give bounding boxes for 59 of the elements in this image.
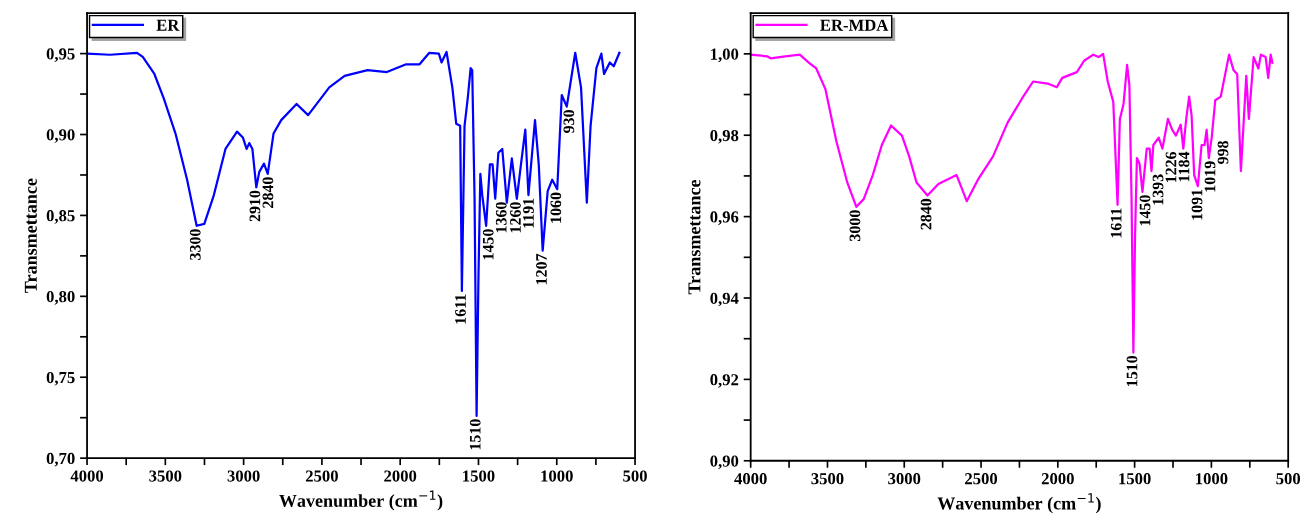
annotation: 3000: [849, 210, 861, 241]
line-series: [87, 50, 621, 418]
x-tick-label: 3500: [149, 470, 182, 482]
x-tick-label: 1000: [541, 470, 573, 482]
annotation: 998: [1217, 140, 1229, 164]
annotation: 1611: [455, 294, 466, 324]
y-tick-label: 1,00: [711, 48, 739, 63]
x-tick-label: 1500: [1119, 473, 1151, 485]
y-tick-label: 0,95: [46, 48, 75, 62]
legend-label: ER: [156, 19, 180, 31]
annotation: 1191: [523, 198, 534, 228]
annotation: 3300: [189, 229, 201, 260]
x-tick-label: 500: [1276, 473, 1301, 485]
x-tick-label: 2000: [1041, 473, 1074, 485]
annotation: 1450: [482, 229, 494, 260]
annotation: 2910: [249, 190, 261, 222]
y-tick-label: 0,96: [710, 211, 739, 225]
y-axis-title: Transmettance: [24, 178, 37, 293]
y-tick-label: 0,98: [710, 129, 739, 144]
x-tick-label: 2500: [965, 473, 998, 485]
y-tick-label: 0,90: [710, 455, 739, 470]
annotation: 1184: [1178, 151, 1190, 182]
annotation: 1091: [1191, 189, 1203, 220]
x-tick-label: 1500: [463, 470, 495, 482]
annotation: 1393: [1152, 174, 1164, 205]
annotation: 1060: [550, 192, 562, 223]
y-tick-label: 0,70: [46, 452, 75, 467]
annotation: 930: [563, 110, 575, 133]
annotation: 2840: [920, 198, 932, 230]
y-tick-label: 0,90: [46, 129, 75, 143]
annotation: 1611: [1110, 208, 1122, 238]
x-tick-label: 1000: [1196, 473, 1228, 485]
y-tick-label: 0,75: [46, 371, 75, 386]
x-tick-label: 2500: [305, 470, 338, 482]
x-tick-label: 3000: [227, 470, 260, 482]
annotation: 1360: [495, 202, 507, 233]
y-tick-label: 0,92: [710, 374, 739, 388]
annotation: 1510: [469, 419, 481, 450]
annotation: 1510: [1126, 355, 1138, 386]
annotation: 2840: [262, 177, 274, 208]
annotation: 1207: [536, 253, 547, 285]
line-series: [750, 52, 1274, 354]
x-tick-label: 2000: [384, 470, 417, 482]
x-tick-label: 3000: [888, 473, 921, 485]
annotation: 1019: [1204, 161, 1216, 192]
x-axis-title: Wavenumber (cm$^{−1}$): [279, 490, 443, 511]
x-tick-label: 3500: [811, 473, 844, 485]
legend-label: ER-MDA: [820, 19, 889, 31]
y-tick-label: 0,94: [710, 292, 739, 307]
x-tick-label: 500: [623, 470, 647, 482]
x-tick-label: 4000: [734, 473, 767, 485]
y-tick-label: 0,80: [46, 291, 75, 305]
y-axis-title: Transmettance: [688, 179, 701, 295]
annotation: 1226: [1165, 151, 1177, 183]
y-tick-label: 0,85: [46, 210, 75, 224]
x-tick-label: 4000: [70, 470, 104, 482]
x-axis-title: Wavenumber (cm$^{−1}$): [937, 493, 1101, 514]
annotation: 1260: [510, 202, 521, 233]
annotation: 1450: [1139, 195, 1151, 226]
